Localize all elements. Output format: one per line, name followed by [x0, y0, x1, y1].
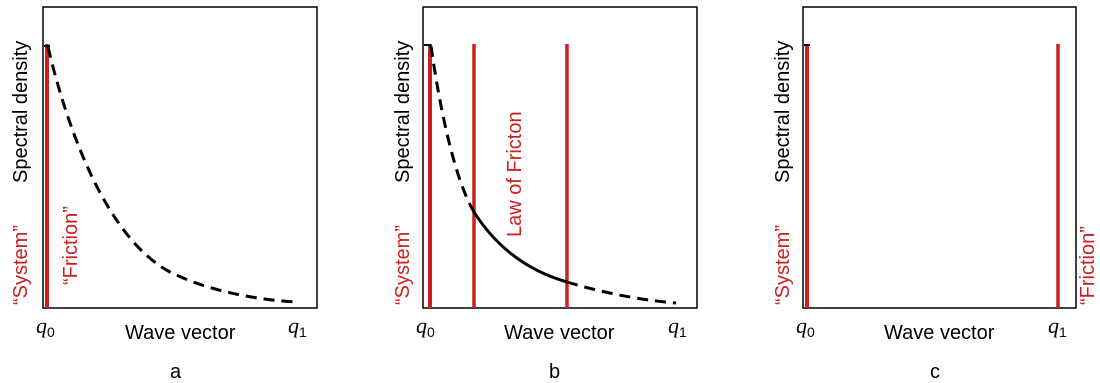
q0-label-c: q0	[796, 313, 815, 340]
x-axis-label-c: Wave vector	[884, 322, 995, 344]
q0-label-a: q0	[36, 313, 55, 340]
friction-label-c: “Friction”	[1077, 226, 1099, 305]
x-axis-label-a: Wave vector	[125, 322, 236, 344]
y-axis-label-b: Spectral density	[392, 41, 414, 183]
panel-a: Spectral density “System” “Friction” q0 …	[10, 6, 318, 383]
spectrum-curve-solid-b	[472, 211, 568, 284]
panel-b: Spectral density “System” Law of Fricton…	[392, 6, 698, 383]
q1-label-c: q1	[1048, 313, 1067, 340]
plot-frame-a	[42, 6, 318, 309]
x-axis-label-b: Wave vector	[504, 322, 615, 344]
q1-label-b: q1	[668, 313, 687, 340]
plot-frame-c	[802, 6, 1077, 309]
spectrum-curve-dashed-right-b	[566, 280, 677, 305]
q1-label-a: q1	[288, 313, 307, 340]
system-label-b: “System”	[392, 225, 414, 305]
y-axis-label-a: Spectral density	[10, 41, 32, 183]
plot-frame-b	[422, 6, 698, 309]
y-axis-label-c: Spectral density	[772, 41, 794, 183]
friction-label-a: “Friction”	[60, 206, 82, 285]
panel-letter-b: b	[549, 361, 560, 383]
spectrum-curve-a	[46, 46, 297, 304]
spectrum-curve-dashed-left-b	[429, 45, 476, 213]
panel-letter-a: a	[170, 361, 182, 383]
law-of-friction-label-b: Law of Fricton	[504, 111, 526, 237]
system-label-a: “System”	[10, 225, 32, 305]
q0-label-b: q0	[416, 313, 435, 340]
panel-letter-c: c	[930, 361, 940, 383]
panel-c: Spectral density “System” “Friction” q0 …	[772, 6, 1099, 383]
system-label-c: “System”	[772, 225, 794, 305]
